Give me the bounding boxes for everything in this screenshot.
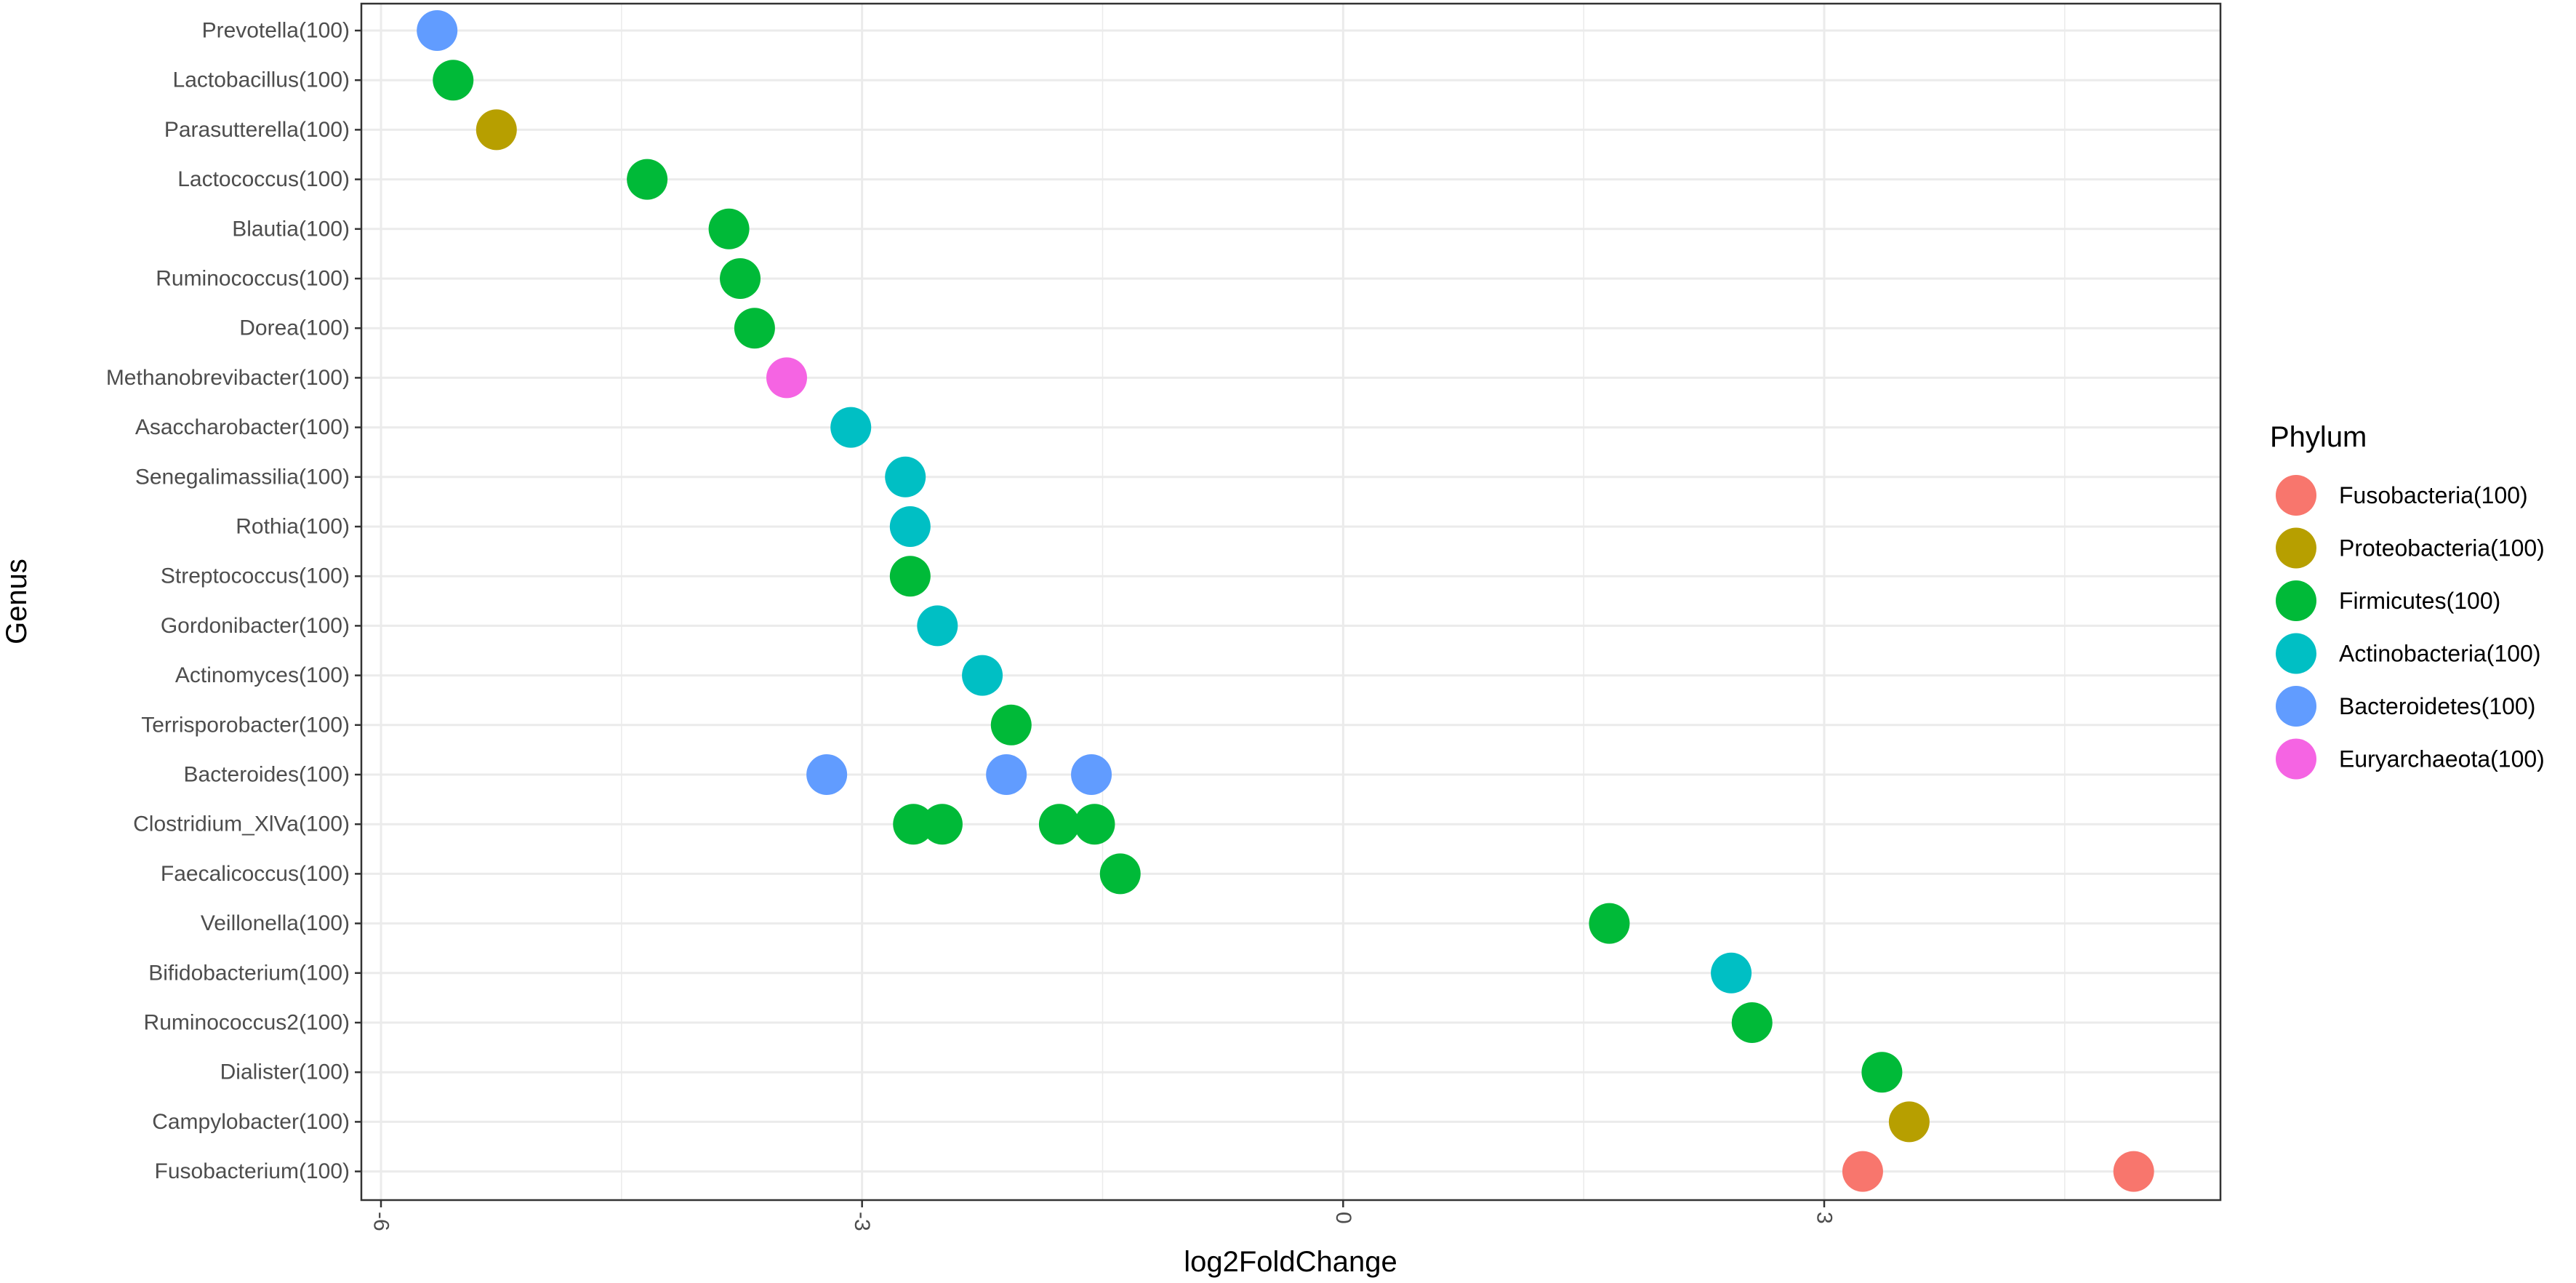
legend-label: Firmicutes(100) [2339,588,2500,614]
y-tick-label: Blautia(100) [232,217,350,241]
legend-key [2276,580,2316,621]
y-tick-label: Parasutterella(100) [164,118,350,142]
y-tick-label: Lactobacillus(100) [173,68,350,92]
data-point [1888,1101,1930,1143]
data-point [1711,952,1752,994]
data-point [1074,804,1115,845]
data-point [417,10,458,51]
y-tick-label: Senegalimassilia(100) [135,465,350,489]
y-tick-label: Ruminococcus(100) [156,267,350,291]
y-tick-label: Veillonella(100) [201,911,350,935]
panel-background [361,4,2220,1200]
data-point [990,704,1032,746]
x-tick-label: 3 [1813,1212,1837,1224]
y-tick-label: Dorea(100) [239,316,350,340]
y-tick-label: Faecalicoccus(100) [161,862,350,886]
data-point [921,804,963,845]
data-point [885,456,926,497]
legend: Phylum Fusobacteria(100) Proteobacteria(1… [2270,421,2545,780]
y-tick-label: Gordonibacter(100) [161,614,350,638]
y-tick-label: Bacteroides(100) [184,763,350,787]
y-tick-label: Actinomyces(100) [175,663,350,687]
y-tick-label: Asaccharobacter(100) [135,415,350,439]
data-point [734,308,775,349]
legend-key [2276,686,2316,727]
data-point [1071,754,1112,795]
y-axis: Prevotella(100) Lactobacillus(100) Parasut… [106,19,361,1183]
data-point [1099,853,1141,895]
y-tick-label: Rothia(100) [236,515,350,539]
data-point [1842,1151,1883,1192]
y-tick-label: Campylobacter(100) [152,1110,350,1134]
y-tick-label: Clostridium_XlVa(100) [133,812,350,836]
data-points [417,10,2154,1192]
legend-label: Bacteroidetes(100) [2339,693,2535,719]
data-point [889,556,931,597]
grid-major [361,4,2220,1200]
data-point [708,208,750,249]
legend-key [2276,527,2316,569]
y-tick-label: Terrisporobacter(100) [141,713,350,737]
y-tick-label: Streptococcus(100) [161,564,350,588]
data-point [1861,1052,1903,1093]
y-tick-label: Dialister(100) [220,1060,350,1084]
data-point [889,506,931,547]
legend-key [2276,633,2316,674]
legend-label: Euryarchaeota(100) [2339,746,2545,772]
legend-label: Actinobacteria(100) [2339,641,2540,667]
y-tick-label: Methanobrevibacter(100) [106,366,350,390]
y-tick-label: Prevotella(100) [202,19,350,43]
data-point [917,605,958,647]
legend-label: Fusobacteria(100) [2339,482,2528,508]
y-tick-label: Fusobacterium(100) [155,1159,350,1183]
data-point [476,109,517,151]
data-point [2113,1151,2154,1192]
panel-border [360,2,2222,1202]
x-axis: -6 -3 0 3 [369,1200,1837,1231]
data-point [806,754,848,795]
legend-title: Phylum [2270,421,2367,453]
data-point [893,804,934,845]
x-axis-title: log2FoldChange [1184,1246,1397,1278]
data-point [766,357,808,399]
data-point [1589,903,1630,944]
grid-minor [621,4,2066,1200]
data-point [1731,1002,1773,1043]
x-tick-label: 0 [1331,1212,1355,1224]
y-tick-label: Bifidobacterium(100) [148,961,350,985]
data-point [962,655,1003,696]
legend-key [2276,738,2316,780]
x-tick-label: -6 [369,1212,393,1231]
data-point [627,159,668,200]
data-point [433,60,474,101]
x-tick-label: -3 [850,1212,874,1231]
data-point [1038,804,1080,845]
data-point [830,407,872,448]
data-point [986,754,1027,795]
y-tick-label: Lactococcus(100) [177,167,350,191]
y-tick-label: Ruminococcus2(100) [144,1011,350,1035]
legend-key [2276,475,2316,516]
y-axis-title: Genus [1,559,33,644]
data-point [720,258,761,299]
legend-label: Proteobacteria(100) [2339,535,2545,561]
